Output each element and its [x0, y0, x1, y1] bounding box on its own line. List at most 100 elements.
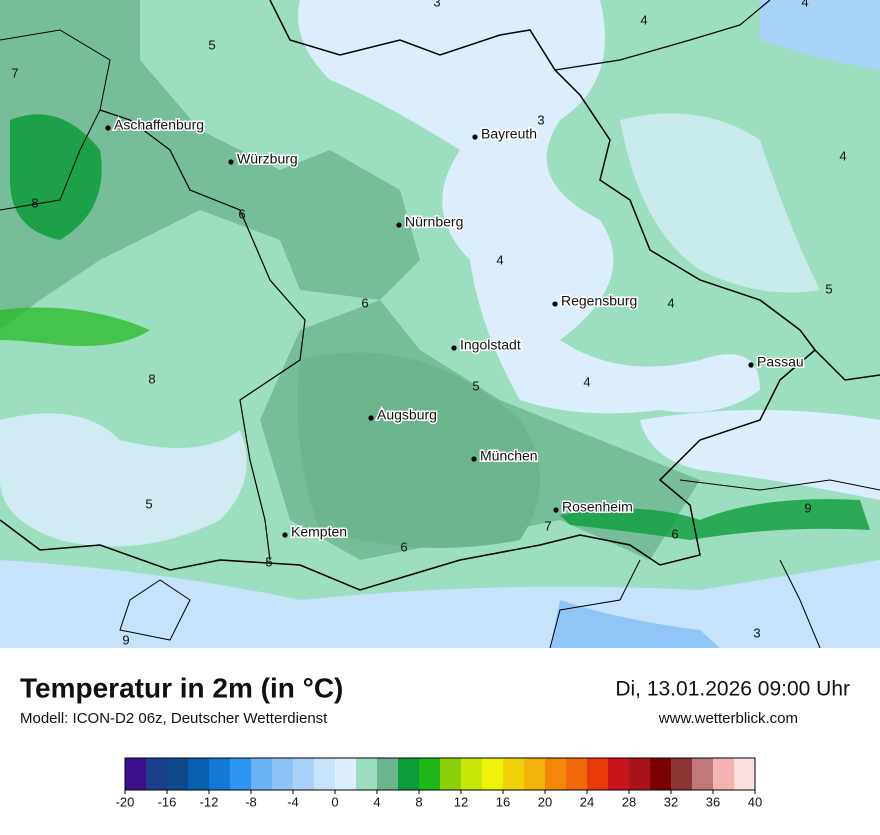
- city-label: München: [480, 448, 538, 464]
- contour-label: 4: [667, 295, 674, 310]
- color-segment: [650, 758, 672, 790]
- city-label: Rosenheim: [562, 499, 633, 515]
- color-segment: [587, 758, 609, 790]
- map-background: [0, 0, 880, 649]
- color-segment: [566, 758, 588, 790]
- color-segment: [335, 758, 357, 790]
- city-label: Würzburg: [237, 151, 298, 167]
- city-dot: [748, 362, 754, 368]
- tick-label: -12: [200, 794, 219, 809]
- contour-label: 8: [148, 371, 155, 386]
- tick-label: -16: [158, 794, 177, 809]
- color-segment: [377, 758, 399, 790]
- contour-label: 4: [801, 0, 808, 9]
- city-label: Augsburg: [377, 407, 437, 423]
- contour-label: 3: [433, 0, 440, 9]
- color-segment: [545, 758, 567, 790]
- city-label: Bayreuth: [481, 126, 537, 142]
- city-dot: [553, 507, 559, 513]
- map-labels: Aschaffenburg Würzburg Bayreuth Nürnberg Reg…: [11, 0, 846, 647]
- color-segment: [209, 758, 231, 790]
- contour-label: 7: [11, 65, 18, 80]
- model-info: Modell: ICON-D2 06z, Deutscher Wetterdie…: [20, 710, 328, 727]
- color-segment: [314, 758, 336, 790]
- city-dot: [228, 159, 234, 165]
- color-segment: [608, 758, 630, 790]
- color-segment: [671, 758, 693, 790]
- city-dot: [552, 301, 558, 307]
- city-dot: [472, 134, 478, 140]
- color-segment: [734, 758, 756, 790]
- city-dot: [282, 532, 288, 538]
- color-segment: [713, 758, 735, 790]
- city-dot: [471, 456, 477, 462]
- color-segment: [524, 758, 546, 790]
- color-segment: [230, 758, 252, 790]
- contour-label: 5: [145, 496, 152, 511]
- color-segment: [440, 758, 462, 790]
- color-segment: [293, 758, 315, 790]
- tick-label: -4: [287, 794, 299, 809]
- contour-label: 3: [537, 112, 544, 127]
- color-segment: [398, 758, 420, 790]
- color-segment: [482, 758, 504, 790]
- contour-label: 9: [804, 500, 811, 515]
- contour-label: 5: [825, 281, 832, 296]
- color-segment: [356, 758, 378, 790]
- city-dot: [368, 415, 374, 421]
- tick-label: 8: [415, 794, 422, 809]
- contour-label: 7: [544, 518, 551, 533]
- city-dot: [396, 222, 402, 228]
- color-segment: [125, 758, 147, 790]
- datetime: Di, 13.01.2026 09:00 Uhr: [615, 678, 850, 701]
- tick-label: 0: [331, 794, 338, 809]
- footer-panel: [0, 648, 880, 830]
- tick-label: 20: [538, 794, 552, 809]
- tick-label: -8: [245, 794, 257, 809]
- tick-label: 36: [706, 794, 720, 809]
- contour-label: 6: [361, 295, 368, 310]
- contour-label: 5: [208, 37, 215, 52]
- city-label: Ingolstadt: [460, 337, 521, 353]
- tick-label: 12: [454, 794, 468, 809]
- contour-label: 4: [583, 374, 590, 389]
- website: www.wetterblick.com: [658, 710, 798, 727]
- city-label: Passau: [757, 354, 804, 370]
- legend-frame: [124, 757, 756, 791]
- city-dot: [105, 125, 111, 131]
- contour-label: 8: [31, 195, 38, 210]
- color-legend: -20 -16 -12 -8 -4 0 4 8 12 16 20 24 28 32 36 40: [116, 757, 762, 809]
- color-segment: [272, 758, 294, 790]
- contour-label: 5: [472, 378, 479, 393]
- city-label: Regensburg: [561, 293, 637, 309]
- color-segment: [188, 758, 210, 790]
- tick-label: 40: [748, 794, 762, 809]
- city-label: Kempten: [291, 524, 347, 540]
- tick-label: 24: [580, 794, 594, 809]
- contour-label: 4: [496, 252, 503, 267]
- city-label: Aschaffenburg: [114, 117, 204, 133]
- contour-label: 5: [265, 554, 272, 569]
- color-segment: [503, 758, 525, 790]
- color-segment: [146, 758, 168, 790]
- color-segment: [692, 758, 714, 790]
- tick-label: -20: [116, 794, 135, 809]
- city-label: Nürnberg: [405, 214, 463, 230]
- contour-label: 6: [400, 539, 407, 554]
- title: Temperatur in 2m (in °C): [20, 672, 343, 703]
- contour-label: 4: [640, 12, 647, 27]
- color-segment: [251, 758, 273, 790]
- contour-label: 3: [753, 625, 760, 640]
- tick-label: 28: [622, 794, 636, 809]
- color-segment: [167, 758, 189, 790]
- contour-label: 6: [238, 206, 245, 221]
- contour-label: 9: [122, 632, 129, 647]
- tick-label: 4: [373, 794, 380, 809]
- contour-label: 4: [839, 148, 846, 163]
- tick-label: 16: [496, 794, 510, 809]
- contour-label: 6: [671, 526, 678, 541]
- color-segment: [461, 758, 483, 790]
- color-segment: [419, 758, 441, 790]
- tick-label: 32: [664, 794, 678, 809]
